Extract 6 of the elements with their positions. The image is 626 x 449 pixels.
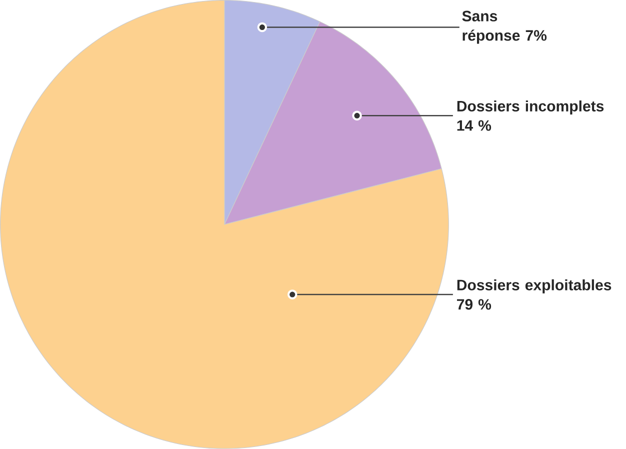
slice-label: Sans réponse (462, 10, 520, 44)
slice-label: Dossiers incomplets (457, 100, 604, 114)
slice-label: Dossiers exploitables (457, 279, 612, 294)
data-label: 14 % (457, 120, 492, 131)
data-label: 79 % (457, 299, 492, 310)
data-label: 7% (526, 30, 547, 41)
